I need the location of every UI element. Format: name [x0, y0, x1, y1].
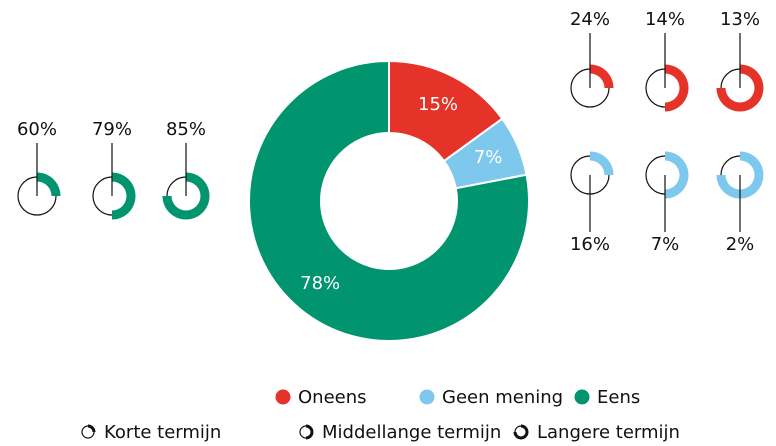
legend-swatch: [275, 389, 291, 405]
donut-label: 78%: [300, 273, 340, 294]
legend-swatch: [574, 389, 590, 405]
gauge-label: 13%: [720, 9, 760, 30]
legend-label: Eens: [597, 387, 640, 408]
term-icon-arc: [88, 424, 96, 432]
gauge-label: 79%: [92, 119, 132, 140]
gauge-arc: [665, 151, 689, 199]
gauge-arc: [665, 64, 689, 112]
legend-label: Geen mening: [442, 387, 563, 408]
gauge-label: 85%: [166, 119, 206, 140]
gauge-arc: [590, 151, 614, 175]
term-label: Korte termijn: [104, 422, 221, 443]
term-label: Langere termijn: [537, 422, 680, 443]
gauge-label: 7%: [651, 234, 680, 255]
donut-segment: [248, 59, 530, 342]
legend-label: Oneens: [298, 387, 367, 408]
gauge-label: 24%: [570, 9, 610, 30]
gauge-arc: [37, 172, 61, 196]
gauge-arc: [716, 151, 764, 199]
gauge-arc: [716, 64, 764, 112]
gauge-arc: [590, 64, 614, 88]
gauge-label: 2%: [726, 234, 755, 255]
gauge-label: 14%: [645, 9, 685, 30]
gauge-label: 60%: [17, 119, 57, 140]
gauge-arc: [112, 172, 136, 220]
term-label: Middellange termijn: [322, 422, 501, 443]
legend-swatch: [419, 389, 435, 405]
donut-label: 7%: [474, 147, 503, 168]
gauge-arc: [162, 172, 210, 220]
gauge-label: 16%: [570, 234, 610, 255]
donut-label: 15%: [418, 94, 458, 115]
term-icon-arc: [306, 424, 314, 440]
term-icon-arc: [513, 424, 529, 440]
